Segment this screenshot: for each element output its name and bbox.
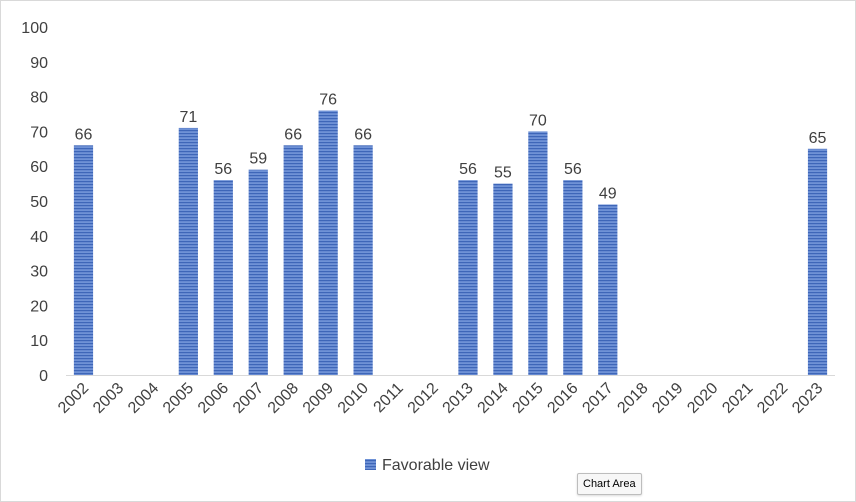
data-label: 55: [494, 165, 512, 182]
x-tick-label: 2009: [300, 380, 337, 417]
x-tick-label: 2020: [684, 380, 721, 417]
y-tick-label: 20: [30, 298, 48, 315]
x-tick-label: 2002: [55, 380, 92, 417]
bar[interactable]: [807, 148, 828, 375]
y-tick-label: 80: [30, 90, 48, 107]
bar[interactable]: [563, 180, 583, 375]
x-tick-label: 2005: [160, 380, 197, 417]
data-label: 56: [564, 161, 582, 178]
bar[interactable]: [528, 131, 548, 375]
data-labels: 66 71 56 59 66 76 66 56 55 70 56 49 65: [75, 92, 827, 203]
x-tick-label: 2004: [125, 380, 162, 417]
chart-area-tooltip: Chart Area: [577, 473, 642, 495]
x-tick-label: 2007: [230, 380, 267, 417]
bar[interactable]: [248, 169, 268, 375]
x-axis: 2002200320042005200620072008200920102011…: [55, 375, 835, 417]
bar[interactable]: [283, 145, 303, 375]
series-bars: [73, 110, 828, 376]
data-label: 56: [459, 161, 477, 178]
bar[interactable]: [353, 145, 373, 375]
bar[interactable]: [458, 180, 478, 375]
data-label: 70: [529, 112, 547, 129]
x-tick-label: 2019: [649, 380, 686, 417]
x-tick-label: 2014: [475, 380, 512, 417]
x-tick-label: 2006: [195, 380, 232, 417]
x-tick-label: 2016: [544, 380, 581, 417]
x-tick-label: 2011: [371, 380, 407, 416]
data-label: 66: [284, 126, 302, 143]
y-tick-label: 70: [30, 124, 48, 141]
data-label: 71: [179, 109, 197, 126]
y-tick-label: 50: [30, 194, 48, 211]
x-tick-label: 2008: [265, 380, 302, 417]
x-tick-label: 2018: [614, 380, 651, 417]
y-axis: 0 10 20 30 40 50 60 70 80 90 100: [21, 20, 48, 385]
x-tick-label: 2015: [510, 380, 547, 417]
legend: Favorable view: [365, 457, 490, 474]
bar[interactable]: [178, 127, 198, 375]
data-label: 66: [354, 126, 372, 143]
data-label: 56: [214, 161, 232, 178]
x-tick-label: 2021: [719, 380, 756, 417]
legend-swatch: [365, 459, 376, 470]
legend-label: Favorable view: [382, 457, 490, 474]
x-tick-label: 2012: [405, 380, 442, 417]
data-label: 76: [319, 92, 337, 109]
bar[interactable]: [213, 180, 233, 375]
x-tick-label: 2023: [789, 380, 826, 417]
y-tick-label: 30: [30, 264, 48, 281]
y-tick-label: 100: [21, 20, 48, 37]
data-label: 65: [809, 130, 827, 147]
x-tick-label: 2010: [335, 380, 372, 417]
bar[interactable]: [598, 204, 618, 375]
y-tick-label: 0: [39, 368, 48, 385]
bar[interactable]: [73, 145, 94, 375]
y-tick-label: 90: [30, 55, 48, 72]
data-label: 59: [249, 151, 267, 168]
x-tick-label: 2003: [90, 380, 127, 417]
data-label: 66: [75, 126, 93, 143]
bar[interactable]: [318, 110, 338, 376]
y-tick-label: 40: [30, 229, 48, 246]
y-tick-label: 10: [30, 333, 48, 350]
y-tick-label: 60: [30, 159, 48, 176]
x-tick-label: 2013: [440, 380, 477, 417]
data-label: 49: [599, 185, 617, 202]
bar[interactable]: [493, 183, 513, 375]
x-tick-label: 2022: [754, 380, 791, 417]
x-tick-label: 2017: [579, 380, 616, 417]
